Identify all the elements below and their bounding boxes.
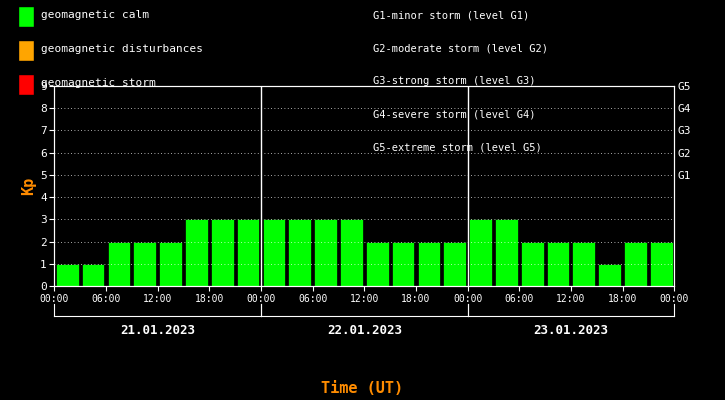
Y-axis label: Kp: Kp	[21, 177, 36, 195]
Bar	[56, 264, 78, 286]
Bar	[547, 242, 569, 286]
Text: geomagnetic storm: geomagnetic storm	[41, 78, 156, 88]
Bar	[444, 242, 466, 286]
Bar	[495, 219, 518, 286]
Text: Time (UT): Time (UT)	[321, 381, 404, 396]
Bar	[237, 219, 260, 286]
Bar	[573, 242, 595, 286]
Bar	[133, 242, 156, 286]
Text: 22.01.2023: 22.01.2023	[327, 324, 402, 337]
Text: G4-severe storm (level G4): G4-severe storm (level G4)	[373, 110, 536, 120]
Bar	[650, 242, 673, 286]
Text: G2-moderate storm (level G2): G2-moderate storm (level G2)	[373, 43, 548, 53]
Text: G3-strong storm (level G3): G3-strong storm (level G3)	[373, 76, 536, 86]
Bar	[107, 242, 130, 286]
Bar	[624, 242, 647, 286]
Bar	[289, 219, 311, 286]
Bar	[340, 219, 362, 286]
Text: geomagnetic disturbances: geomagnetic disturbances	[41, 44, 203, 54]
Bar	[521, 242, 544, 286]
Bar	[598, 264, 621, 286]
Text: G5-extreme storm (level G5): G5-extreme storm (level G5)	[373, 143, 542, 153]
Bar	[82, 264, 104, 286]
Bar	[366, 242, 389, 286]
Bar	[469, 219, 492, 286]
Bar	[160, 242, 182, 286]
Bar	[185, 219, 208, 286]
Text: 21.01.2023: 21.01.2023	[120, 324, 195, 337]
Bar	[262, 219, 285, 286]
Text: geomagnetic calm: geomagnetic calm	[41, 10, 149, 20]
Bar	[392, 242, 415, 286]
Text: 23.01.2023: 23.01.2023	[534, 324, 608, 337]
Bar	[211, 219, 233, 286]
Bar	[418, 242, 440, 286]
Bar	[314, 219, 337, 286]
Text: G1-minor storm (level G1): G1-minor storm (level G1)	[373, 10, 530, 20]
